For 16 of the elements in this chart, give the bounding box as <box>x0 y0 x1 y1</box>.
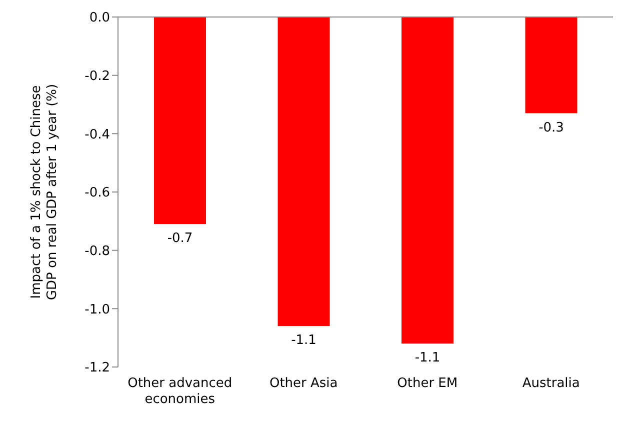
y-tick-label: -0.2 <box>84 68 110 84</box>
x-tick-label: Other EM <box>397 376 458 391</box>
y-tick-label: -1.0 <box>84 302 110 318</box>
x-tick-label: Other Asia <box>269 376 338 391</box>
x-tick-label: Other advanced economies <box>128 376 232 407</box>
data-label: -1.1 <box>291 333 316 348</box>
y-tick-label: -0.6 <box>84 186 110 201</box>
y-axis-title: Impact of a 1% shock to Chinese GDP on real GDP after 1 year (%) <box>29 84 60 300</box>
data-label: -0.3 <box>538 120 564 136</box>
y-tick-label: -1.2 <box>84 360 110 376</box>
y-tick-label: -0.8 <box>84 244 110 259</box>
y-tick-label: 0.0 <box>89 10 110 26</box>
x-tick-label: Australia <box>522 376 580 391</box>
y-tick-label: -0.4 <box>84 127 110 142</box>
data-label: -1.1 <box>414 350 440 366</box>
data-label: -0.7 <box>167 231 193 246</box>
